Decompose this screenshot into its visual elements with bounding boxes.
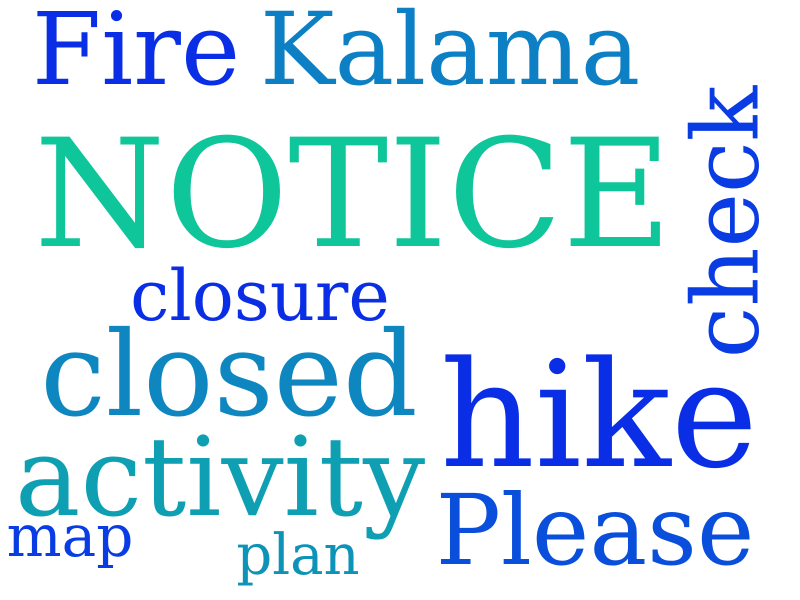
word-please: Please xyxy=(435,473,755,587)
word-closure: closure xyxy=(130,255,390,337)
word-map: map xyxy=(6,502,134,570)
word-activity: activity xyxy=(14,413,426,541)
word-kalama: Kalama xyxy=(259,0,641,108)
word-plan: plan xyxy=(236,523,360,588)
word-notice: NOTICE xyxy=(34,108,672,282)
word-closed: closed xyxy=(40,305,418,443)
word-check: check xyxy=(672,85,779,359)
word-fire: Fire xyxy=(31,0,241,108)
word-hike: hike xyxy=(440,329,758,501)
